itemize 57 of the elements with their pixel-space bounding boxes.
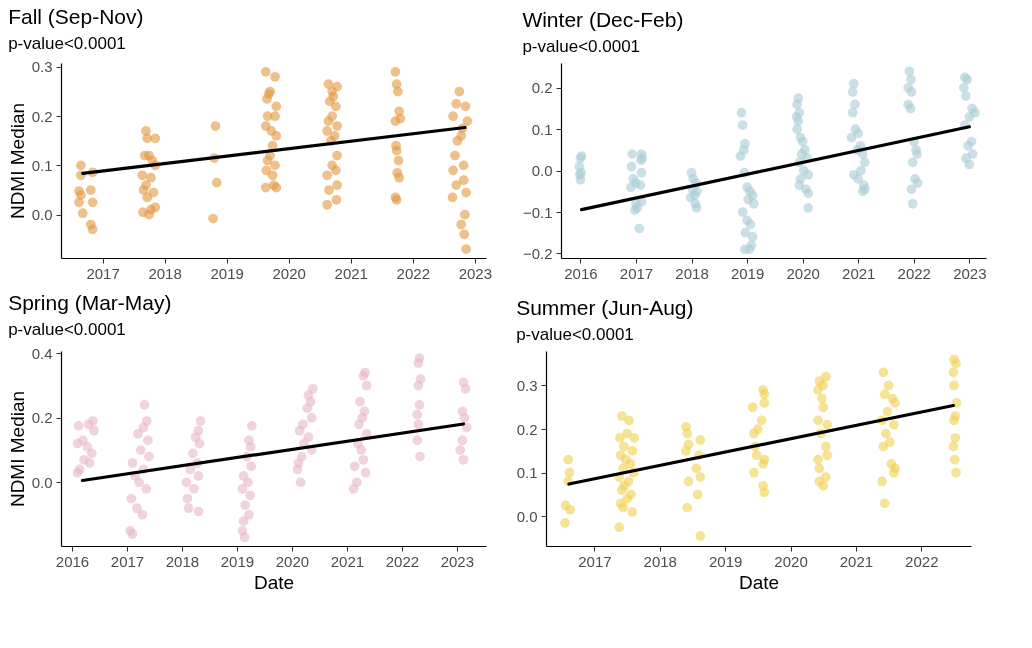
x-tick-label: 2022 [897, 264, 931, 282]
y-tick-label: 0.2 [516, 420, 538, 438]
y-tick-label: 0.0 [516, 507, 538, 525]
chart-title: Spring (Mar-May) [8, 291, 172, 315]
x-tick-label: 2022 [396, 264, 430, 282]
x-tick-label: 2023 [458, 264, 493, 282]
x-tick-label: 2021 [839, 552, 874, 570]
y-tick-label: 0.2 [31, 107, 53, 125]
chart-subtitle: p-value<0.0001 [516, 325, 634, 344]
x-tick-label: 2021 [842, 264, 876, 282]
chart-subtitle: p-value<0.0001 [8, 33, 126, 53]
chart-subtitle: p-value<0.0001 [8, 320, 126, 340]
x-tick-label: 2019 [708, 552, 743, 570]
x-tick-label: 2019 [220, 552, 255, 570]
x-axis-title: Date [253, 571, 295, 593]
x-tick-label: 2021 [334, 264, 368, 282]
x-tick-label: 2018 [165, 552, 200, 570]
x-tick-label: 2018 [675, 264, 709, 282]
chart-title: Winter (Dec-Feb) [522, 8, 684, 31]
x-tick-label: 2018 [148, 264, 182, 282]
x-tick-label: 2017 [86, 264, 120, 282]
x-tick-label: 2020 [272, 264, 306, 282]
y-tick-label: 0.0 [31, 206, 53, 224]
x-tick-label: 2020 [786, 264, 820, 282]
y-tick-label: 0.1 [516, 464, 538, 482]
x-axis-title: Date [738, 571, 780, 593]
y-tick-label: 0.0 [531, 162, 553, 180]
y-tick-label: 0.3 [31, 58, 53, 76]
x-tick-label: 2016 [564, 264, 598, 282]
x-tick-label: 2016 [55, 552, 90, 570]
y-tick-label: 0.4 [31, 344, 53, 362]
y-tick-label: 0.3 [516, 376, 538, 394]
x-tick-label: 2019 [730, 264, 765, 282]
x-tick-label: 2017 [110, 552, 145, 570]
x-tick-label: 2023 [440, 552, 475, 570]
y-axis-title: NDMI Median [6, 390, 28, 508]
y-tick-label: 0.0 [31, 473, 53, 491]
x-tick-label: 2022 [905, 552, 939, 570]
x-tick-label: 2021 [330, 552, 365, 570]
x-tick-label: 2017 [578, 552, 612, 570]
y-tick-label: 0.1 [31, 156, 53, 174]
x-tick-label: 2018 [643, 552, 677, 570]
x-tick-label: 2020 [275, 552, 310, 570]
chart-title: Fall (Sep-Nov) [8, 4, 144, 28]
chart-subtitle: p-value<0.0001 [522, 37, 641, 56]
chart-title: Summer (Jun-Aug) [516, 296, 694, 319]
x-tick-label: 2020 [774, 552, 808, 570]
y-tick-label: 0.1 [531, 120, 553, 138]
y-axis-title: NDMI Median [6, 102, 28, 220]
x-tick-label: 2017 [619, 264, 654, 282]
y-tick-label: 0.2 [31, 409, 53, 427]
x-tick-label: 2019 [210, 264, 244, 282]
x-tick-label: 2022 [385, 552, 420, 570]
x-tick-label: 2023 [953, 264, 987, 282]
y-tick-label: −0.2 [522, 244, 553, 262]
y-tick-label: −0.1 [522, 203, 553, 221]
y-tick-label: 0.2 [531, 79, 553, 97]
